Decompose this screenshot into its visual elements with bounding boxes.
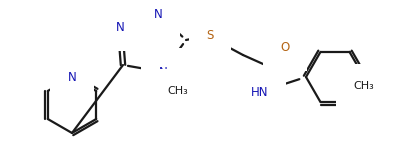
Text: N: N [154,8,162,20]
Text: CH₃: CH₃ [353,81,374,91]
Text: O: O [280,41,290,53]
Text: N: N [159,66,167,79]
Text: N: N [116,20,124,33]
Text: N: N [68,71,76,84]
Text: S: S [206,28,214,42]
Text: HN: HN [251,85,269,99]
Text: CH₃: CH₃ [168,86,188,96]
